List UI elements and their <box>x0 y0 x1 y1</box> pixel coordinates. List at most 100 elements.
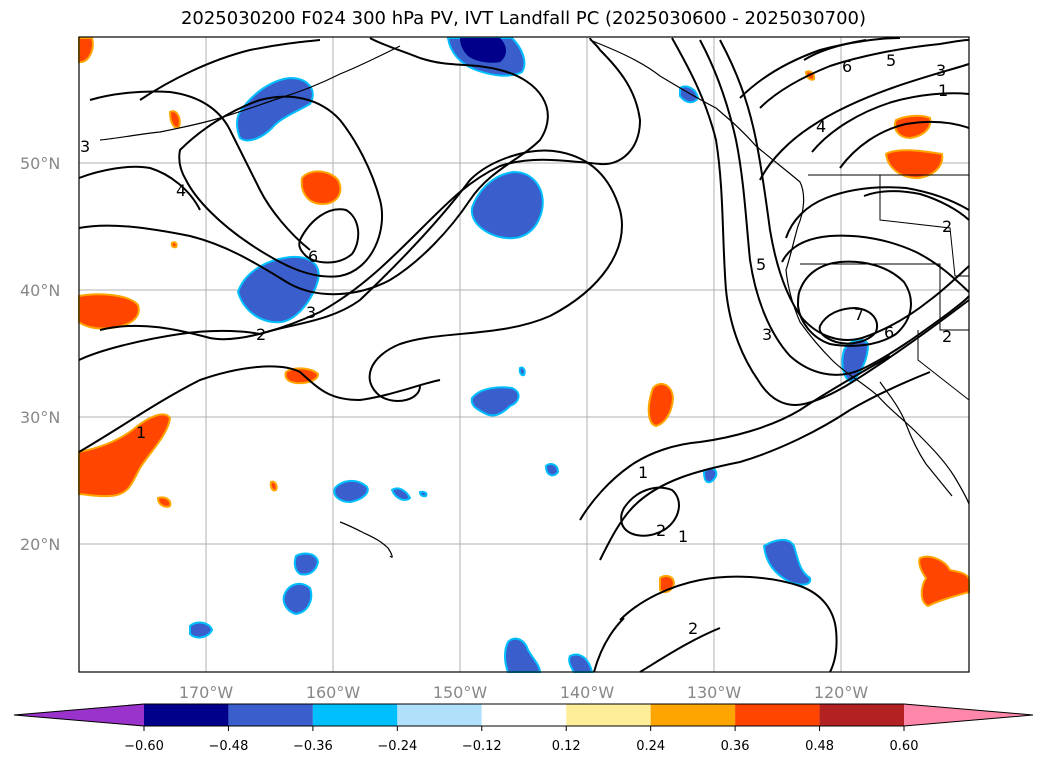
colorbar-extend-low <box>14 704 144 726</box>
lat-label: 50°N <box>20 154 60 173</box>
state-boundary <box>917 330 970 401</box>
contour-line <box>839 120 970 169</box>
pv-neg-blob <box>333 480 369 504</box>
contour-line <box>785 186 970 239</box>
contour-line <box>759 39 970 109</box>
contour-label: 2 <box>942 327 952 346</box>
contour-label: 7 <box>854 305 864 324</box>
contour-label: 3 <box>80 137 90 156</box>
contour-label: 2 <box>656 521 666 540</box>
pv-neg-blob <box>544 463 560 477</box>
colorbar-bin <box>397 704 482 726</box>
contour-line <box>89 90 311 251</box>
lon-label: 120°W <box>814 683 869 702</box>
map-title: 2025030200 F024 300 hPa PV, IVT Landfall… <box>180 8 867 29</box>
contour-line <box>593 617 625 673</box>
lon-label: 160°W <box>306 683 361 702</box>
colorbar-tick-label: −0.36 <box>293 739 333 754</box>
coastlines <box>99 39 970 558</box>
colorbar-tick-label: 0.12 <box>552 739 581 754</box>
colorbar-bin <box>735 704 820 726</box>
pv-neg-blob <box>418 490 428 498</box>
ivt-contours <box>78 37 970 673</box>
contour-line <box>619 575 838 673</box>
pv-neg-blob <box>236 256 320 324</box>
colorbar-tick-label: −0.12 <box>462 739 502 754</box>
pv-pos-blob <box>78 37 94 63</box>
colorbar-tick-label: 0.48 <box>805 739 834 754</box>
contour-label: 5 <box>756 255 766 274</box>
contour-label: 3 <box>762 325 772 344</box>
colorbar-bin <box>144 704 229 726</box>
contour-line <box>863 190 970 221</box>
contour-label: 3 <box>306 303 316 322</box>
pv-pos-blob <box>300 170 342 206</box>
colorbar-tick-label: 0.24 <box>636 739 665 754</box>
pv-pos-blob <box>284 367 320 385</box>
contour-label: 3 <box>936 61 946 80</box>
contour-label: 1 <box>938 81 948 100</box>
contour-line <box>78 149 623 402</box>
pv-pos-blob <box>156 496 172 508</box>
colorbar-bin <box>312 704 398 726</box>
contour-label: 6 <box>308 247 318 266</box>
hawaiian-islands <box>339 521 393 558</box>
pv-deep-neg-blob <box>460 38 506 63</box>
pv-pos-blob <box>918 555 970 608</box>
pv-neg-blob <box>189 621 214 639</box>
contour-labels: 4 6 3 2 1 1 2 1 2 5 3 7 6 4 6 5 3 1 2 2 … <box>80 51 952 638</box>
state-boundary <box>879 175 969 277</box>
contour-label: 4 <box>816 117 826 136</box>
colorbar-tick-label: −0.60 <box>124 739 164 754</box>
contour-line <box>719 39 970 341</box>
contour-label: 1 <box>638 463 648 482</box>
colorbar: −0.60 −0.48 −0.36 −0.24 −0.12 0.12 0.24 0.36 0.4… <box>13 703 1034 754</box>
lon-label: 150°W <box>433 683 488 702</box>
contour-line <box>78 37 549 296</box>
contour-label: 4 <box>176 181 186 200</box>
contour-label: 6 <box>884 323 894 342</box>
map-frame <box>78 36 970 673</box>
contour-line <box>811 92 970 153</box>
pv-neg-blob <box>282 582 313 616</box>
aleutian-chain <box>99 45 401 141</box>
contour-line <box>78 165 201 211</box>
colorbar-bin <box>566 704 651 726</box>
contour-line <box>699 39 970 376</box>
colorbar-bin <box>228 704 313 726</box>
contour-line <box>818 306 878 345</box>
lat-label: 40°N <box>20 281 60 300</box>
longitude-labels: 170°W 160°W 150°W 140°W 130°W 120°W <box>179 683 869 702</box>
colorbar-tick-label: −0.48 <box>209 739 249 754</box>
pv-deep-negative <box>460 38 506 63</box>
contour-line <box>139 39 321 101</box>
pv-neg-blob <box>293 552 320 576</box>
contour-label: 1 <box>136 423 146 442</box>
contour-line <box>599 371 931 561</box>
contour-label: 2 <box>688 619 698 638</box>
pv-neg-blob <box>504 637 542 673</box>
contour-line <box>759 63 970 181</box>
colorbar-tick-label: −0.24 <box>377 739 417 754</box>
map-area <box>79 37 969 672</box>
pv-neg-blob <box>390 487 412 501</box>
colorbar-tick-label: 0.36 <box>721 739 750 754</box>
pv-pos-blob <box>647 382 675 428</box>
contour-line <box>671 37 970 406</box>
contour-line <box>620 486 680 537</box>
north-america-coastline <box>589 39 970 505</box>
pv-pos-blob <box>168 110 181 129</box>
colorbar-bin <box>819 704 904 726</box>
contour-line <box>78 365 441 453</box>
contour-line <box>178 95 384 278</box>
pv-pos-blob <box>170 241 178 249</box>
latitude-labels: 50°N 40°N 30°N 20°N <box>20 154 60 554</box>
contour-line <box>639 627 721 673</box>
lon-label: 130°W <box>687 683 742 702</box>
baja-california-coast <box>879 381 953 497</box>
pv-neg-blob <box>518 366 526 377</box>
contour-line <box>803 39 867 61</box>
contour-line <box>298 208 360 264</box>
pv-pos-blob <box>78 413 172 498</box>
lon-label: 170°W <box>179 683 234 702</box>
